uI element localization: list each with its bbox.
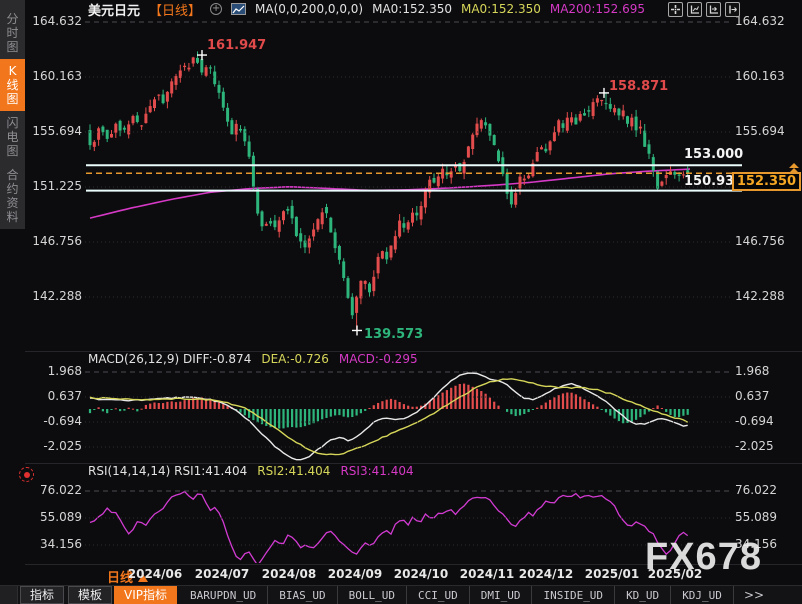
x-axis-date: 2024/08 — [261, 567, 317, 581]
macd-hist-value: MACD:-0.295 — [338, 352, 418, 366]
sidebar-item-3[interactable]: 合 约 资 料 — [6, 168, 19, 224]
macd-tick-right: 0.637 — [735, 389, 770, 403]
triangle-up-icon — [138, 574, 149, 582]
axis-scale-icon[interactable] — [687, 2, 702, 17]
live-record-icon — [19, 467, 34, 482]
rsi2-value: RSI2:41.404 — [257, 464, 331, 478]
x-axis-date: 2025/02 — [647, 567, 703, 581]
price-tick-left: 146.756 — [32, 234, 82, 248]
sidebar-item-1[interactable]: K 线 图 — [0, 59, 25, 111]
tab-bias_ud[interactable]: BIAS_UD — [268, 586, 338, 604]
chart-header: 美元日元 【日线】 + MA(0,0,200,0,0,0) MA0:152.35… — [88, 1, 645, 19]
price-tick-left: 160.163 — [32, 69, 82, 83]
rsi-tick-right: 76.022 — [735, 483, 777, 497]
ma0-value-yellow: MA0:152.350 — [460, 2, 541, 16]
rsi-tick-right: 34.156 — [735, 537, 777, 551]
rsi-panel-header: RSI(14,14,14) RSI1:41.404 RSI2:41.404 RS… — [88, 464, 414, 478]
annotation-high-july: 161.947 — [207, 38, 267, 53]
resistance-level-label: 153.000 — [684, 147, 744, 162]
rsi-tick-left: 76.022 — [40, 483, 82, 497]
tab-kdj_ud[interactable]: KDJ_UD — [671, 586, 734, 604]
indicator-tabbar: 指标 模板 VIP指标 BARUPDN_UD BIAS_UD BOLL_UD CCI_… — [0, 585, 802, 604]
period-label[interactable]: 【日线】 — [149, 3, 202, 19]
annotation-low-september: 139.573 — [364, 327, 424, 342]
price-tick-left: 164.632 — [32, 14, 82, 28]
current-price-tag: 152.350 — [732, 172, 801, 191]
x-axis-date: 2024/07 — [194, 567, 250, 581]
price-tick-right: 160.163 — [735, 69, 785, 83]
price-up-chevron-icon — [786, 160, 802, 179]
macd-title: MACD(26,12,9) DIFF:-0.874 — [88, 352, 252, 366]
ma-settings-label: MA(0,0,200,0,0,0) — [255, 2, 364, 16]
ma0-value-main: MA0:152.350 — [372, 2, 452, 16]
tab-dmi_ud[interactable]: DMI_UD — [470, 586, 533, 604]
chart-thumbnail-icon[interactable] — [231, 3, 247, 15]
tab-vip-indicator[interactable]: VIP指标 — [114, 586, 177, 604]
tab-barupdn_ud[interactable]: BARUPDN_UD — [179, 586, 269, 604]
add-indicator-icon[interactable]: + — [210, 3, 223, 15]
export-icon[interactable] — [725, 2, 740, 17]
annotation-high-december: 158.871 — [609, 79, 669, 94]
x-axis-date: 2024/10 — [393, 567, 449, 581]
rsi-tick-left: 55.089 — [40, 510, 82, 524]
tab-indicator[interactable]: 指标 — [20, 586, 64, 604]
support-level-label: 150.930 — [684, 174, 744, 189]
symbol-title: 美元日元 — [88, 3, 141, 19]
price-tick-left: 142.288 — [32, 289, 82, 303]
macd-tick-right: 1.968 — [735, 364, 770, 378]
sidebar-item-0[interactable]: 分 时 图 — [6, 12, 19, 54]
macd-tick-left: 1.968 — [47, 364, 82, 378]
price-tick-right: 146.756 — [735, 234, 785, 248]
date-axis: 日线 2024/06 2024/07 2024/08 2024/09 2024/10 20… — [25, 565, 802, 586]
price-tick-right: 155.694 — [735, 124, 785, 138]
tab-kd_ud[interactable]: KD_UD — [615, 586, 672, 604]
x-axis-date: 2024/06 — [127, 567, 183, 581]
x-axis-date: 2024/11 — [459, 567, 515, 581]
price-tick-right: 164.632 — [735, 14, 785, 28]
rsi-title: RSI(14,14,14) RSI1:41.404 — [88, 464, 248, 478]
timeframe-label: 日线 — [107, 571, 134, 586]
chart-toolbar — [668, 2, 740, 17]
left-sidebar: 分 时 图 K 线 图闪 电 图合 约 资 料 — [0, 0, 25, 604]
more-tabs-button[interactable]: >> — [743, 588, 765, 602]
tabbar-corner — [0, 586, 18, 604]
rsi-tick-right: 55.089 — [735, 510, 777, 524]
x-axis-date: 2024/12 — [518, 567, 574, 581]
macd-tick-left: 0.637 — [47, 389, 82, 403]
sidebar-item-2[interactable]: 闪 电 图 — [6, 116, 19, 158]
price-tick-left: 151.225 — [32, 179, 82, 193]
macd-tick-left: -0.694 — [43, 414, 82, 428]
macd-panel-header: MACD(26,12,9) DIFF:-0.874 DEA:-0.726 MAC… — [88, 352, 418, 366]
timeframe-selector[interactable]: 日线 — [107, 567, 149, 586]
macd-tick-right: -0.694 — [735, 414, 774, 428]
x-axis-date: 2025/01 — [584, 567, 640, 581]
macd-tick-right: -2.025 — [735, 439, 774, 453]
macd-tick-left: -2.025 — [43, 439, 82, 453]
tab-inside_ud[interactable]: INSIDE_UD — [532, 586, 616, 604]
fx678-watermark: FX678 — [645, 536, 762, 578]
x-axis-date: 2024/09 — [327, 567, 383, 581]
ma200-value: MA200:152.695 — [549, 2, 645, 16]
macd-dea-value: DEA:-0.726 — [261, 352, 329, 366]
rsi3-value: RSI3:41.404 — [340, 464, 414, 478]
crosshair-icon[interactable] — [668, 2, 683, 17]
axis-pan-icon[interactable] — [706, 2, 721, 17]
tab-cci_ud[interactable]: CCI_UD — [407, 586, 470, 604]
rsi-tick-left: 34.156 — [40, 537, 82, 551]
price-tick-left: 155.694 — [32, 124, 82, 138]
price-tick-right: 142.288 — [735, 289, 785, 303]
tab-template[interactable]: 模板 — [68, 586, 112, 604]
tab-boll_ud[interactable]: BOLL_UD — [338, 586, 407, 604]
